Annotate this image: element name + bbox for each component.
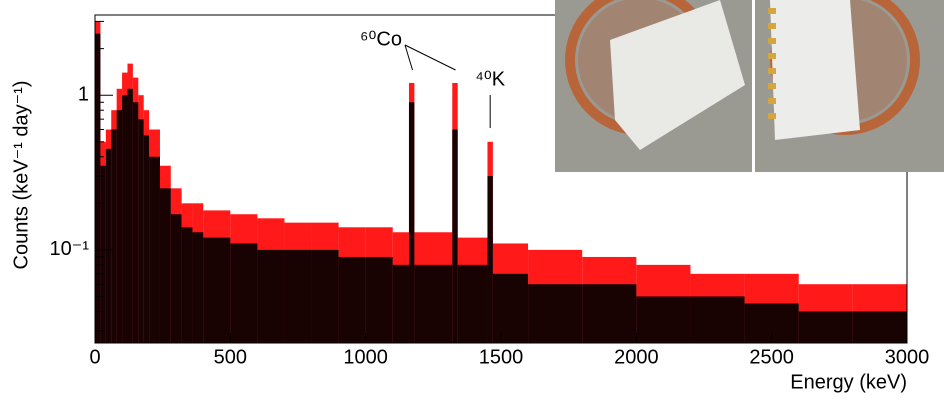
histogram-bar bbox=[690, 296, 745, 343]
photo-divider bbox=[752, 0, 755, 172]
histogram-bar bbox=[582, 284, 637, 343]
pin bbox=[768, 38, 776, 44]
pin bbox=[768, 113, 776, 119]
histogram-bar bbox=[181, 227, 193, 343]
histogram-bar bbox=[203, 237, 231, 343]
annotation-line bbox=[404, 44, 413, 71]
histogram-bar bbox=[143, 135, 150, 343]
connector bbox=[610, 0, 745, 150]
photo-inset bbox=[555, 0, 944, 172]
histogram-bar bbox=[257, 249, 285, 343]
histogram-bar bbox=[338, 256, 366, 343]
histogram-bar bbox=[365, 256, 393, 343]
histogram-bar bbox=[408, 102, 415, 343]
annotation-line bbox=[404, 44, 456, 71]
histogram-bar bbox=[132, 102, 139, 343]
histogram-bar bbox=[492, 273, 529, 343]
pin bbox=[768, 83, 776, 89]
histogram-bar bbox=[170, 214, 182, 343]
x-tick-label: 2000 bbox=[614, 346, 659, 368]
x-tick-label: 500 bbox=[214, 346, 247, 368]
pin bbox=[768, 68, 776, 74]
histogram-bar bbox=[230, 243, 258, 343]
histogram-bar bbox=[414, 264, 453, 343]
histogram-bar bbox=[452, 129, 458, 343]
histogram-bar bbox=[284, 249, 312, 343]
x-tick-label: 1500 bbox=[479, 346, 524, 368]
x-tick-label: 3000 bbox=[885, 346, 930, 368]
histogram-bar bbox=[798, 311, 853, 343]
histogram-bar bbox=[311, 249, 339, 343]
x-axis-label: Energy (keV) bbox=[790, 371, 907, 393]
annotation: ⁴⁰K bbox=[475, 68, 506, 90]
y-tick-label: 1 bbox=[78, 83, 89, 105]
histogram-bar bbox=[122, 95, 128, 343]
histogram-bar bbox=[111, 129, 117, 343]
x-tick-label: 1000 bbox=[343, 346, 388, 368]
histogram-bar bbox=[159, 188, 171, 343]
histogram-bar bbox=[105, 148, 112, 343]
histogram-bar bbox=[852, 311, 907, 343]
x-tick-label: 2500 bbox=[749, 346, 794, 368]
plot-area bbox=[95, 21, 907, 344]
histogram-bar bbox=[116, 110, 123, 343]
pin bbox=[768, 23, 776, 29]
histogram-bar bbox=[149, 156, 160, 343]
pin bbox=[768, 53, 776, 59]
annotation: ⁶⁰Co bbox=[360, 28, 402, 50]
pin bbox=[768, 8, 776, 14]
histogram-bar bbox=[457, 264, 488, 343]
histogram-bar bbox=[636, 296, 691, 343]
histogram-bar bbox=[192, 232, 204, 343]
histogram-bar bbox=[95, 33, 101, 344]
histogram-bar bbox=[100, 165, 106, 343]
histogram-bar bbox=[487, 176, 493, 343]
pin bbox=[768, 98, 776, 104]
histogram-bar bbox=[392, 264, 409, 343]
histogram-bar bbox=[528, 284, 583, 343]
connector bbox=[770, 0, 860, 140]
y-axis-label: Counts (keV⁻¹ day⁻¹) bbox=[10, 81, 32, 270]
x-tick-label: 0 bbox=[89, 346, 100, 368]
histogram-bar bbox=[138, 119, 144, 343]
y-tick-label: 10⁻¹ bbox=[50, 238, 90, 260]
histogram-bar bbox=[127, 88, 133, 343]
